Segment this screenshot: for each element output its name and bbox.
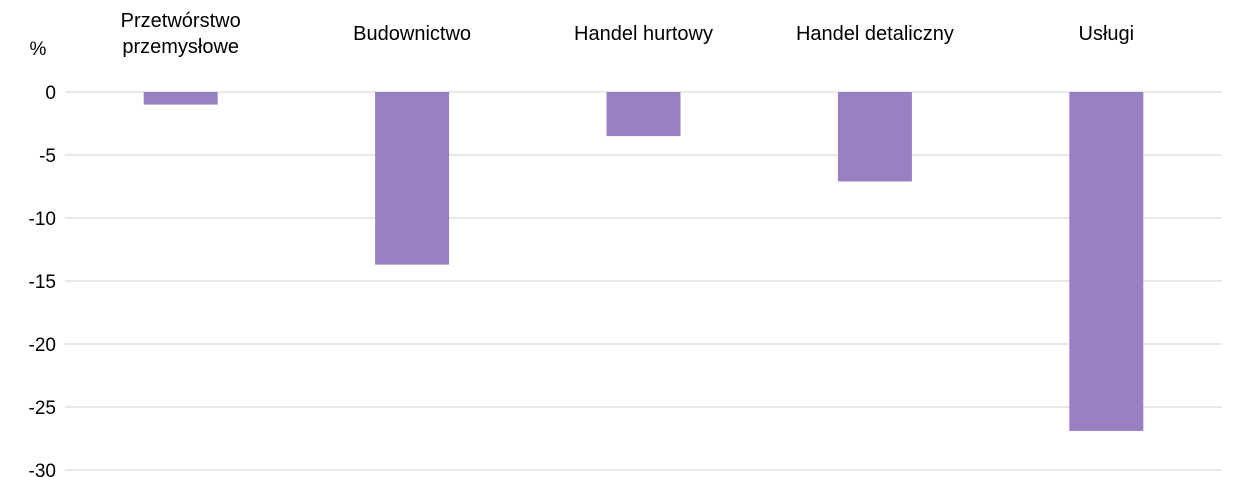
bar	[1069, 92, 1144, 431]
y-tick-label: 0	[45, 83, 56, 104]
y-tick-label: -15	[29, 272, 56, 293]
bar	[606, 92, 681, 137]
category-label: Usługi	[1079, 23, 1135, 45]
y-axis-unit-label: %	[30, 39, 47, 60]
y-tick-label: -30	[29, 461, 56, 477]
category-label: Budownictwo	[353, 23, 471, 45]
bars	[143, 92, 1144, 431]
y-axis-ticks: 0 -5 -10 -15 -20 -25 -30	[29, 83, 56, 477]
y-tick-label: -10	[29, 209, 56, 230]
y-tick-label: -25	[29, 398, 56, 419]
y-tick-label: -20	[29, 335, 56, 356]
category-label: Handel detaliczny	[796, 23, 954, 45]
bar	[375, 92, 450, 265]
gridlines	[65, 91, 1222, 471]
category-labels: Przetwórstwo przemysłowe Budownictwo Handel…	[121, 10, 1134, 58]
y-tick-label: -5	[39, 146, 56, 167]
category-label: przemysłowe	[122, 36, 239, 58]
bar	[143, 92, 218, 105]
category-label: Przetwórstwo	[121, 10, 241, 32]
bar	[837, 92, 912, 182]
category-label: Handel hurtowy	[574, 23, 713, 45]
